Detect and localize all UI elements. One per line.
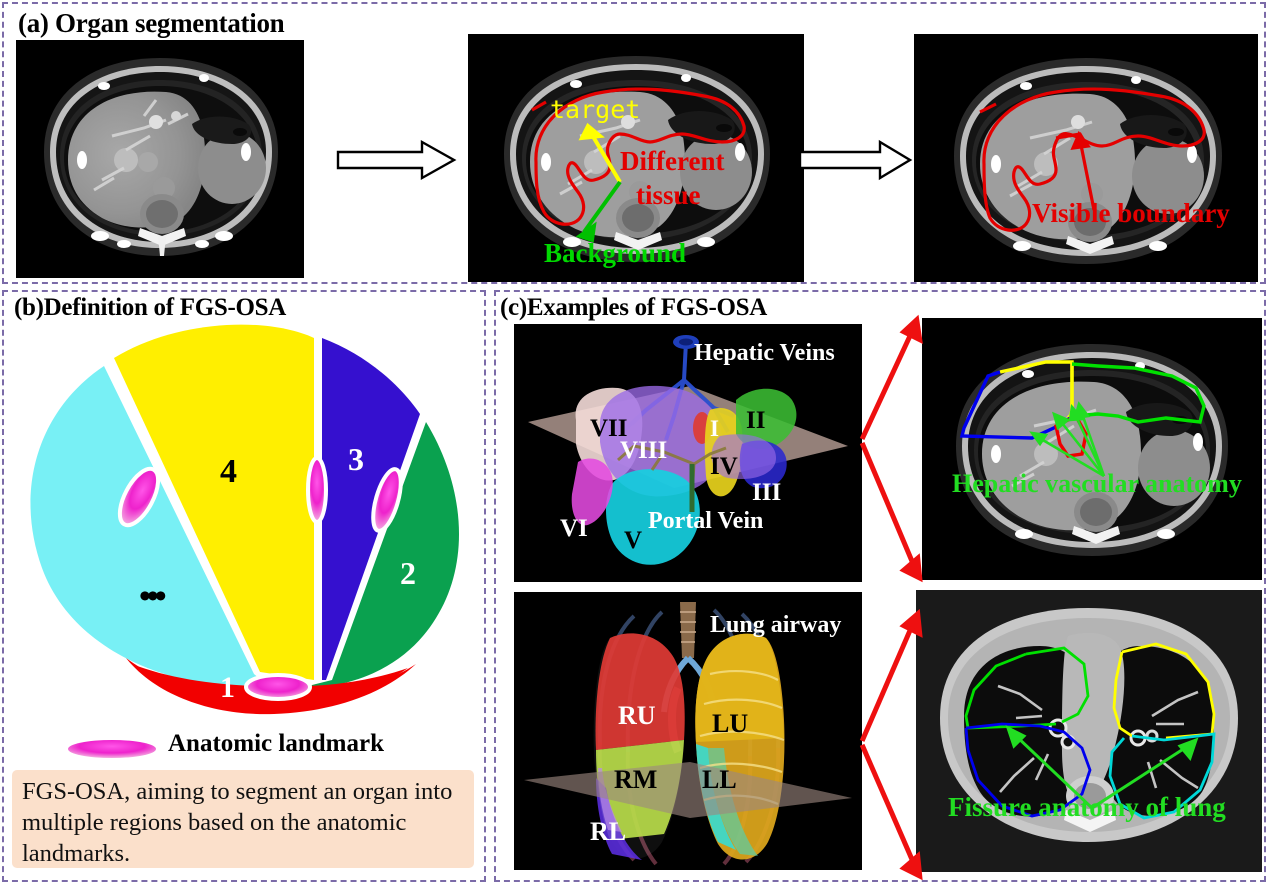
segment-label-4: 4 (220, 453, 237, 490)
background-label: Background (544, 238, 686, 268)
fissure-anatomy-label: Fissure anatomy of lung (948, 792, 1226, 822)
different-label: Different (620, 146, 724, 176)
lung-airway-label: Lung airway (710, 612, 841, 638)
flow-arrow-1 (334, 138, 458, 182)
fgs-osa-description: FGS-OSA, aiming to segment an organ into… (12, 770, 474, 868)
abdominal-ct-annotated: target Different tissue Background (468, 34, 804, 282)
legend-label: Anatomic landmark (168, 730, 384, 757)
flow-arrow-2 (796, 138, 914, 182)
lung-lobes-3d: Lung airway RU RM RL LU LL (514, 592, 862, 870)
liver-seg-VI: VI (560, 515, 588, 542)
abdominal-ct-boundary: Visible boundary (914, 34, 1258, 282)
panel-c-examples: (c)Examples of FGS-OSA (494, 290, 1266, 882)
hepatic-vascular-anatomy-label: Hepatic vascular anatomy (952, 469, 1242, 498)
legend-anatomic-landmark: Anatomic landmark (64, 730, 484, 766)
liver-seg-IV: IV (710, 453, 738, 480)
segment-label-3: 3 (348, 441, 364, 477)
lung-lobe-RM: RM (614, 765, 657, 794)
liver-seg-VII: VII (590, 415, 628, 442)
liver-ct-segments: Hepatic vascular anatomy (922, 318, 1262, 580)
visible-boundary-label: Visible boundary (1032, 198, 1230, 228)
liver-segments-3d: Hepatic Veins Portal Vein VII VIII I II … (514, 324, 862, 582)
lung-lobe-RL: RL (590, 817, 626, 846)
target-label: target (550, 95, 640, 124)
portal-vein-label: Portal Vein (648, 508, 763, 534)
abdominal-ct-plain (16, 40, 304, 278)
organ-segmentation-diagram: 4 3 2 ••• 1 (8, 312, 486, 732)
liver-seg-I: I (710, 416, 719, 441)
segment-label-1: 1 (220, 671, 235, 704)
lung-lobe-LU: LU (712, 709, 748, 738)
lung-lobe-LL: LL (702, 765, 737, 794)
tissue-label: tissue (636, 180, 701, 210)
liver-seg-VIII: VIII (620, 437, 667, 464)
panel-b-definition: (b)Definition of FGS-OSA (2, 290, 486, 882)
segment-label-more: ••• (139, 578, 166, 615)
lung-lobe-RU: RU (618, 701, 656, 730)
landmark-swatch-icon (68, 740, 156, 758)
lung-ct-lobes: Fissure anatomy of lung (916, 590, 1262, 872)
liver-seg-III: III (752, 479, 781, 506)
segment-label-2: 2 (400, 555, 416, 591)
panel-a-title: (a) Organ segmentation (18, 8, 285, 38)
panel-b-title: (b)Definition of FGS-OSA (14, 294, 286, 321)
liver-seg-V: V (624, 527, 642, 554)
panel-c-title: (c)Examples of FGS-OSA (500, 294, 767, 321)
panel-a-organ-segmentation: (a) Organ segmentation (2, 2, 1266, 284)
liver-seg-II: II (746, 407, 765, 434)
hepatic-veins-label: Hepatic Veins (694, 340, 835, 366)
